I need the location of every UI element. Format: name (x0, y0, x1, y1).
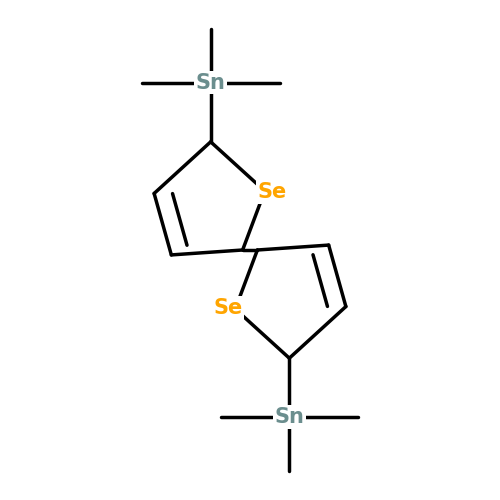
Text: Se: Se (258, 182, 287, 202)
Text: Sn: Sn (274, 407, 304, 427)
Text: Se: Se (213, 298, 242, 318)
Text: Sn: Sn (196, 73, 226, 93)
